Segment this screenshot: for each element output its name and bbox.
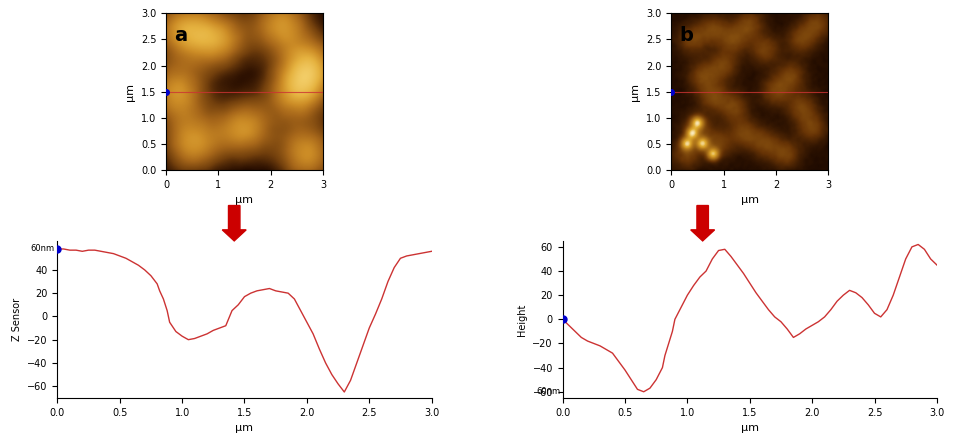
Y-axis label: μm: μm bbox=[631, 83, 641, 101]
Y-axis label: Height: Height bbox=[517, 303, 527, 335]
Text: b: b bbox=[679, 26, 693, 45]
Y-axis label: μm: μm bbox=[125, 83, 135, 101]
X-axis label: μm: μm bbox=[741, 423, 759, 433]
Y-axis label: Z Sensor: Z Sensor bbox=[11, 298, 22, 341]
X-axis label: μm: μm bbox=[741, 195, 759, 206]
Text: 60nm: 60nm bbox=[536, 387, 560, 396]
Text: a: a bbox=[174, 26, 187, 45]
Text: 60nm: 60nm bbox=[31, 244, 54, 253]
X-axis label: μm: μm bbox=[235, 423, 253, 433]
X-axis label: μm: μm bbox=[235, 195, 253, 206]
